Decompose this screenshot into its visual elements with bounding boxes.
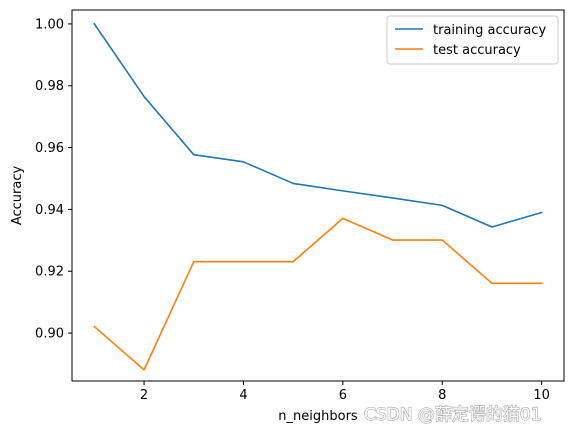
y-tick-label: 0.90	[35, 327, 64, 342]
series-line-training-accuracy	[93, 22, 543, 228]
x-tick-label: 2	[140, 388, 148, 403]
legend: training accuracy test accuracy	[386, 15, 559, 65]
watermark-text: CSDN @薛定谔的猫01	[364, 405, 542, 425]
y-tick-label: 0.96	[35, 141, 64, 156]
legend-label-test-accuracy: test accuracy	[433, 43, 521, 58]
y-tick-label: 1.00	[35, 17, 64, 32]
y-tick-label: 0.98	[35, 79, 64, 94]
x-tick-label: 10	[533, 388, 550, 403]
x-axis-label: n_neighbors	[278, 409, 358, 424]
x-tick-label: 6	[339, 388, 347, 403]
plot-area	[71, 9, 565, 382]
legend-box	[386, 15, 559, 65]
y-tick-label: 0.94	[35, 203, 64, 218]
series-line-test-accuracy	[93, 217, 543, 371]
x-axis-ticks: 2 4 6 8 10	[140, 381, 550, 403]
y-axis-label: Accuracy	[10, 166, 25, 226]
legend-label-training-accuracy: training accuracy	[433, 23, 546, 38]
y-axis-ticks: 0.90 0.92 0.94 0.96 0.98 1.00	[35, 17, 72, 342]
x-tick-label: 8	[438, 388, 446, 403]
axes-frame	[71, 9, 565, 382]
x-tick-label: 4	[239, 388, 247, 403]
y-tick-label: 0.92	[35, 265, 64, 280]
